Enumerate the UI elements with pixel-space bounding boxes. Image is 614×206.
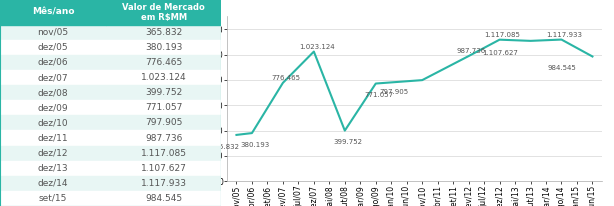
Text: 399.752: 399.752 <box>145 88 182 97</box>
Text: 1.107.627: 1.107.627 <box>482 50 518 56</box>
Text: dez/11: dez/11 <box>37 133 68 143</box>
Text: 984.545: 984.545 <box>145 194 182 203</box>
Bar <box>0 146 221 161</box>
Text: 1.117.933: 1.117.933 <box>546 32 582 38</box>
Bar <box>0 55 221 70</box>
Text: 1.117.085: 1.117.085 <box>141 149 187 158</box>
Text: dez/12: dez/12 <box>38 149 68 158</box>
Text: dez/06: dez/06 <box>37 58 68 67</box>
Bar <box>0 70 221 85</box>
Bar <box>0 191 221 206</box>
Text: 987.736: 987.736 <box>457 48 486 54</box>
Text: 776.465: 776.465 <box>271 75 300 81</box>
Text: 1.023.124: 1.023.124 <box>141 73 187 82</box>
Text: 365.832: 365.832 <box>211 144 240 150</box>
Text: 776.465: 776.465 <box>145 58 182 67</box>
Bar <box>0 100 221 115</box>
Text: 797.905: 797.905 <box>145 118 182 128</box>
Text: dez/05: dez/05 <box>37 43 68 52</box>
Text: 380.193: 380.193 <box>240 142 270 148</box>
Text: set/15: set/15 <box>39 194 68 203</box>
Text: 771.057: 771.057 <box>364 92 393 98</box>
Bar <box>106 0 221 25</box>
Bar <box>0 115 221 130</box>
Bar <box>0 85 221 100</box>
Bar <box>0 0 106 25</box>
Text: dez/10: dez/10 <box>37 118 68 128</box>
Bar <box>0 176 221 191</box>
Bar <box>0 161 221 176</box>
Text: Valor de Mercado
em R$MM: Valor de Mercado em R$MM <box>122 3 205 22</box>
Bar <box>0 40 221 55</box>
Text: 797.905: 797.905 <box>380 89 409 95</box>
Text: dez/14: dez/14 <box>38 179 68 188</box>
Text: 399.752: 399.752 <box>333 139 362 145</box>
Text: dez/07: dez/07 <box>37 73 68 82</box>
Text: nov/05: nov/05 <box>37 28 69 37</box>
Text: 1.023.124: 1.023.124 <box>299 44 335 50</box>
Text: 365.832: 365.832 <box>145 28 182 37</box>
Text: 771.057: 771.057 <box>145 103 182 112</box>
Text: dez/09: dez/09 <box>37 103 68 112</box>
Bar <box>0 25 221 40</box>
Text: 984.545: 984.545 <box>548 65 577 71</box>
Text: dez/13: dez/13 <box>37 164 68 173</box>
Text: 1.117.933: 1.117.933 <box>141 179 187 188</box>
Text: dez/08: dez/08 <box>37 88 68 97</box>
Text: 1.117.085: 1.117.085 <box>484 32 520 38</box>
Text: 987.736: 987.736 <box>145 133 182 143</box>
Bar <box>0 130 221 146</box>
Text: Mês/ano: Mês/ano <box>32 8 74 17</box>
Text: 380.193: 380.193 <box>145 43 182 52</box>
Text: 1.107.627: 1.107.627 <box>141 164 187 173</box>
